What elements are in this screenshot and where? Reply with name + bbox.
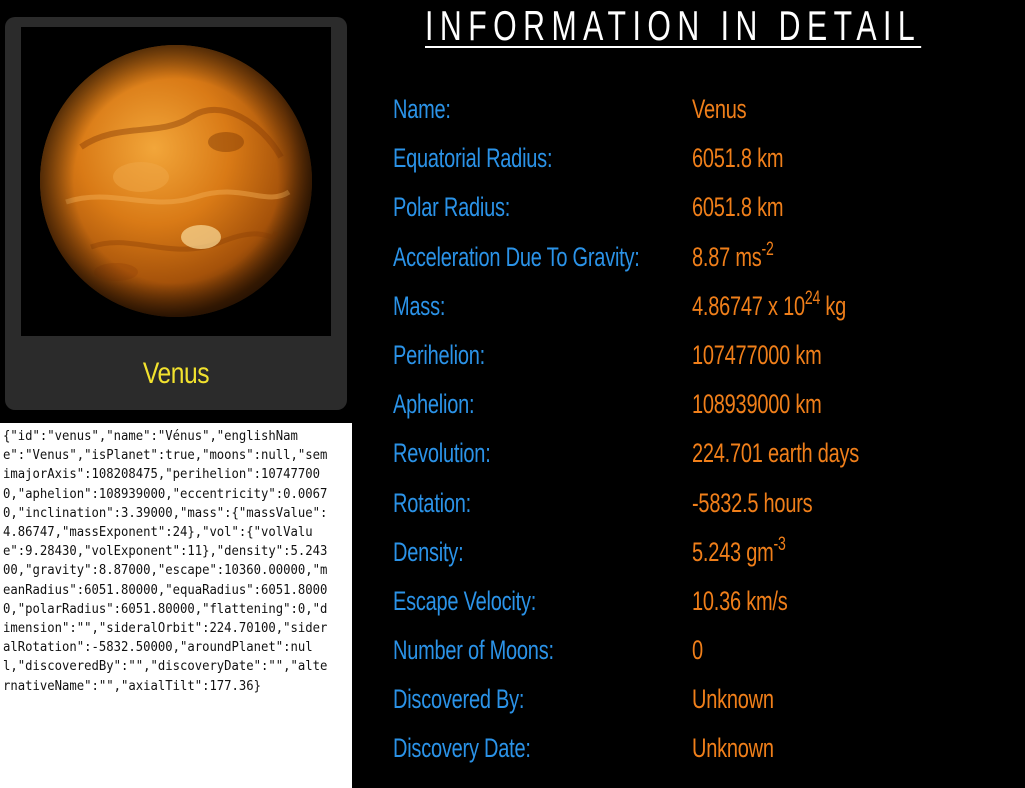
- detail-row: Equatorial Radius: 6051.8 km: [393, 135, 1013, 184]
- detail-value: 5.243 gm-3: [692, 529, 786, 575]
- detail-row: Discovered By: Unknown: [393, 676, 1013, 725]
- json-output-panel[interactable]: {"id":"venus","name":"Vénus","englishNam…: [0, 423, 352, 788]
- detail-value-exponent: -3: [773, 533, 786, 555]
- detail-value: -5832.5 hours: [692, 480, 813, 526]
- detail-label: Discovery Date:: [393, 733, 531, 764]
- detail-value-text: -5832.5 hours: [692, 487, 813, 518]
- detail-row: Acceleration Due To Gravity: 8.87 ms-2: [393, 234, 1013, 283]
- detail-value-text: 5.243 gm: [692, 536, 774, 567]
- detail-label: Name:: [393, 94, 451, 124]
- detail-row: Polar Radius: 6051.8 km: [393, 184, 1013, 233]
- detail-value-text: 6051.8 km: [692, 192, 784, 223]
- detail-label: Density:: [393, 536, 464, 567]
- detail-row: Rotation: -5832.5 hours: [393, 480, 1013, 529]
- detail-label: Escape Velocity:: [393, 585, 537, 616]
- detail-row: Discovery Date: Unknown: [393, 725, 1013, 774]
- planet-card[interactable]: Venus: [5, 17, 347, 410]
- detail-list: Name: Venus Equatorial Radius: 6051.8 km Pol…: [393, 86, 1013, 775]
- detail-value-text: Unknown: [692, 684, 774, 715]
- detail-label: Revolution:: [393, 438, 491, 469]
- planet-name-label: Venus: [142, 357, 210, 390]
- detail-value-exponent: 24: [804, 287, 821, 309]
- detail-label: Mass:: [393, 290, 446, 321]
- detail-row: Escape Velocity: 10.36 km/s: [393, 578, 1013, 627]
- detail-row: Aphelion: 108939000 km: [393, 381, 1013, 430]
- detail-row: Revolution: 224.701 earth days: [393, 430, 1013, 479]
- detail-value-text: 8.87 ms: [692, 241, 762, 272]
- detail-label: Polar Radius:: [393, 192, 511, 223]
- detail-value: 107477000 km: [692, 332, 822, 378]
- detail-row: Mass: 4.86747 x 1024 kg: [393, 283, 1013, 332]
- detail-value-text: 108939000 km: [692, 389, 822, 420]
- detail-label: Aphelion:: [393, 389, 475, 420]
- detail-label: Perihelion:: [393, 339, 485, 370]
- detail-value: 224.701 earth days: [692, 430, 859, 476]
- detail-value-text: 6051.8 km: [692, 143, 784, 174]
- detail-row: Name: Venus: [393, 86, 1013, 135]
- detail-row: Number of Moons: 0: [393, 627, 1013, 676]
- json-output-text: {"id":"venus","name":"Vénus","englishNam…: [3, 429, 328, 694]
- detail-row: Density: 5.243 gm-3: [393, 529, 1013, 578]
- detail-value: 4.86747 x 1024 kg: [692, 283, 846, 329]
- detail-row: Perihelion: 107477000 km: [393, 332, 1013, 381]
- planet-image-svg: [40, 45, 312, 317]
- detail-value-text: Venus: [692, 94, 747, 124]
- detail-value-text: Unknown: [692, 733, 774, 764]
- detail-label: Number of Moons:: [393, 635, 554, 666]
- detail-label: Equatorial Radius:: [393, 143, 553, 174]
- detail-value: Unknown: [692, 725, 774, 771]
- detail-value: Venus: [692, 86, 747, 132]
- detail-value: 8.87 ms-2: [692, 234, 774, 280]
- detail-value-text: 4.86747 x 10: [692, 290, 805, 321]
- detail-value-text: 224.701 earth days: [692, 438, 860, 469]
- detail-value: 6051.8 km: [692, 184, 784, 230]
- detail-value-text: 0: [692, 635, 703, 666]
- detail-value: 10.36 km/s: [692, 578, 788, 624]
- detail-label: Acceleration Due To Gravity:: [393, 241, 640, 272]
- detail-value-unit: kg: [820, 290, 847, 321]
- venus-planet-image: [21, 27, 331, 336]
- detail-value: Unknown: [692, 676, 774, 722]
- detail-label: Discovered By:: [393, 684, 525, 715]
- detail-value: 0: [692, 627, 703, 673]
- page-title: INFORMATION IN DETAIL: [425, 2, 922, 49]
- detail-value-text: 107477000 km: [692, 339, 822, 370]
- detail-value: 108939000 km: [692, 381, 822, 427]
- detail-label: Rotation:: [393, 487, 471, 518]
- detail-value-text: 10.36 km/s: [692, 585, 788, 616]
- detail-value: 6051.8 km: [692, 135, 784, 181]
- detail-value-exponent: -2: [761, 238, 774, 260]
